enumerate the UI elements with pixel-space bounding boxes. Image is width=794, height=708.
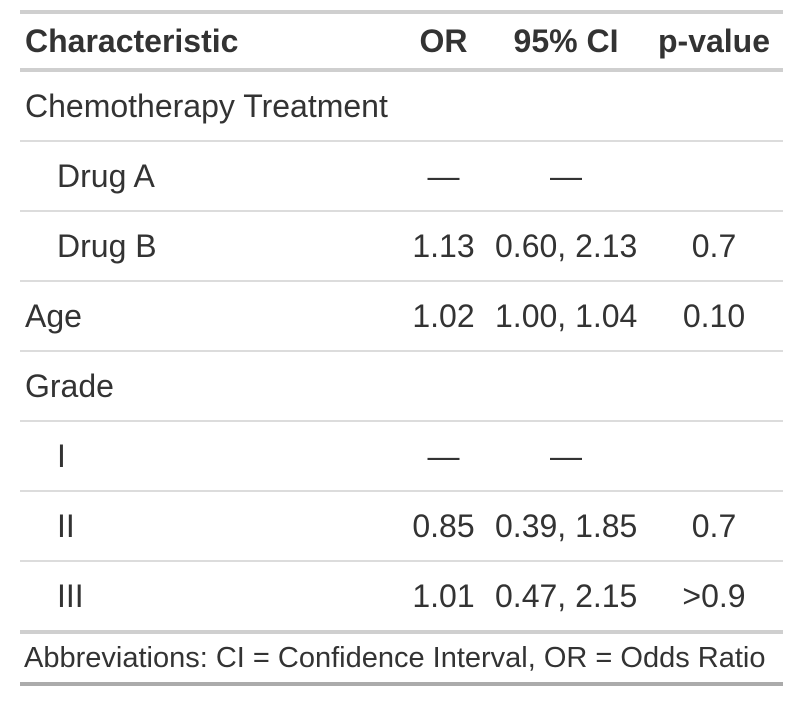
header-row: Characteristic OR 95% CI p-value: [20, 10, 783, 72]
cell-or: —: [400, 421, 487, 492]
cell-p-value: [645, 141, 783, 212]
regression-results-table: Characteristic OR 95% CI p-value Chemoth…: [20, 10, 783, 686]
cell-label: Grade: [20, 351, 400, 422]
table-row-grade-ii: II 0.85 0.39, 1.85 0.7: [20, 491, 783, 562]
column-header-or: OR: [400, 10, 487, 72]
table-header: Characteristic OR 95% CI p-value: [20, 10, 783, 72]
cell-p-value: 0.7: [645, 211, 783, 282]
cell-ci: 0.60, 2.13: [487, 211, 645, 282]
gt-summary-table: Characteristic OR 95% CI p-value Chemoth…: [20, 10, 783, 686]
cell-ci: 0.39, 1.85: [487, 491, 645, 562]
cell-label: Chemotherapy Treatment: [20, 70, 400, 142]
table-row-drug-b: Drug B 1.13 0.60, 2.13 0.7: [20, 211, 783, 282]
cell-or: 1.13: [400, 211, 487, 282]
cell-p-value: >0.9: [682, 578, 746, 614]
abbreviations-footnote: Abbreviations: CI = Confidence Interval,…: [20, 630, 783, 686]
table-row-drug-a: Drug A — —: [20, 141, 783, 212]
table-row-chemotherapy-group: Chemotherapy Treatment: [20, 70, 783, 142]
column-header-characteristic: Characteristic: [20, 10, 400, 72]
cell-or: [400, 70, 487, 142]
cell-ci: —: [487, 141, 645, 212]
cell-label: Drug B: [20, 211, 400, 282]
table-body: Chemotherapy Treatment Drug A — — Drug B…: [20, 70, 783, 632]
cell-ci: —: [487, 421, 645, 492]
table-row-grade-iii: III 1.01 0.47, 2.15 >0.9: [20, 561, 783, 632]
cell-label: Age: [20, 281, 400, 352]
cell-p-value: 0.7: [645, 491, 783, 562]
column-header-p-value: p-value: [645, 10, 783, 72]
cell-ci: 0.47, 2.15: [495, 578, 638, 614]
cell-label: II: [20, 491, 400, 562]
cell-or: 1.01: [412, 578, 475, 614]
cell-p-value: [645, 351, 783, 422]
cell-label: Drug A: [20, 141, 400, 212]
cell-ci: [487, 70, 645, 142]
cell-ci: [487, 351, 645, 422]
column-header-ci: 95% CI: [487, 10, 645, 72]
cell-or: 0.85: [400, 491, 487, 562]
cell-p-value: [645, 421, 783, 492]
cell-or: —: [400, 141, 487, 212]
cell-or: [400, 351, 487, 422]
cell-or: 1.02: [400, 281, 487, 352]
cell-label: I: [20, 421, 400, 492]
footnote-row: Abbreviations: CI = Confidence Interval,…: [20, 630, 783, 686]
cell-ci: 1.00, 1.04: [487, 281, 645, 352]
table-footer: Abbreviations: CI = Confidence Interval,…: [20, 630, 783, 686]
cell-p-value: [645, 70, 783, 142]
table-row-age: Age 1.02 1.00, 1.04 0.10: [20, 281, 783, 352]
table-row-grade-i: I — —: [20, 421, 783, 492]
cell-label: III: [57, 578, 84, 614]
table-row-grade-group: Grade: [20, 351, 783, 422]
cell-p-value: 0.10: [645, 281, 783, 352]
